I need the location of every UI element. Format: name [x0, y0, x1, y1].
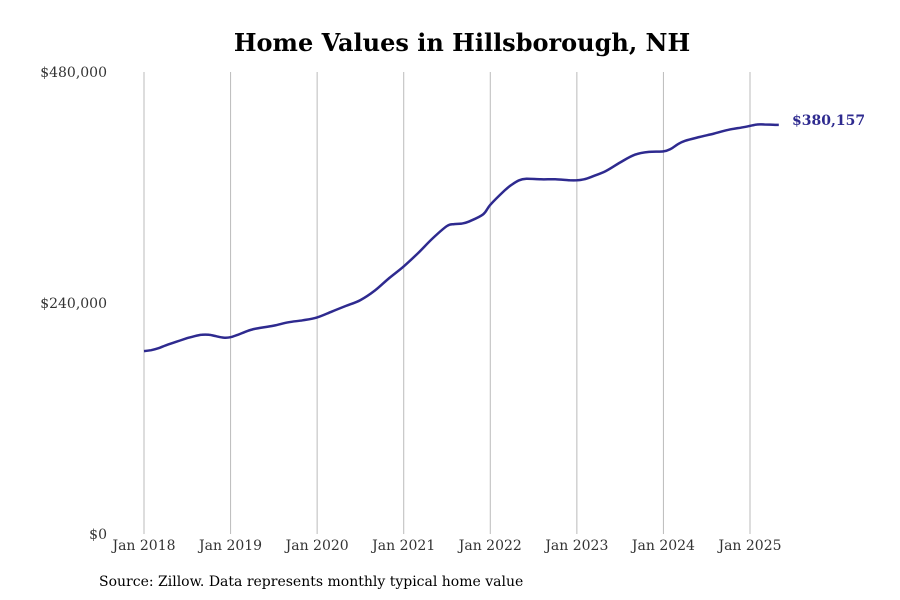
x-tick-label: Jan 2025	[716, 538, 781, 554]
y-tick-label: $240,000	[40, 296, 107, 312]
x-tick-label: Jan 2020	[284, 538, 349, 554]
x-tick-label: Jan 2019	[197, 538, 262, 554]
x-tick-label: Jan 2024	[630, 538, 695, 554]
chart-title: Home Values in Hillsborough, NH	[234, 28, 690, 57]
end-value-label: $380,157	[792, 113, 865, 129]
y-tick-label: $480,000	[40, 65, 107, 81]
x-tick-label: Jan 2021	[370, 538, 435, 554]
x-tick-label: Jan 2022	[457, 538, 522, 554]
x-tick-label: Jan 2023	[543, 538, 608, 554]
series-group: $380,157	[143, 113, 865, 353]
home-value-line	[143, 123, 779, 353]
y-tick-label: $0	[89, 527, 107, 543]
grid-lines	[143, 72, 751, 534]
y-axis-ticks: $0 $240,000 $480,000	[40, 65, 107, 543]
source-note: Source: Zillow. Data represents monthly …	[99, 574, 524, 590]
x-axis-ticks: Jan 2018 Jan 2019 Jan 2020 Jan 2021 Jan 2022…	[110, 538, 781, 554]
x-tick-label: Jan 2018	[110, 538, 175, 554]
